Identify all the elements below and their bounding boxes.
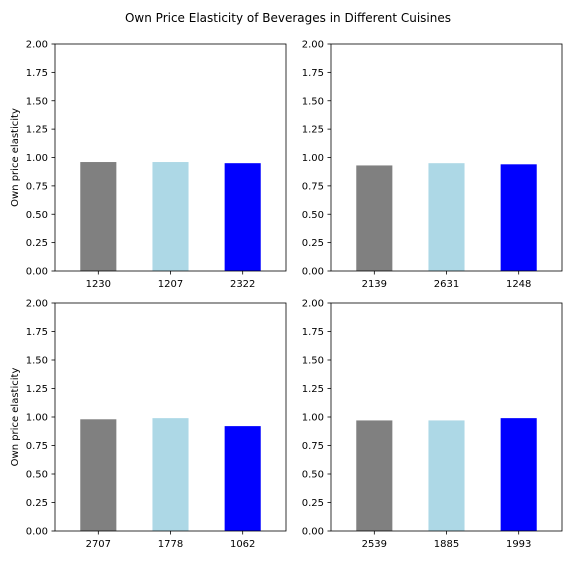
bar-1993 bbox=[500, 418, 537, 531]
y-tick-label: 0.50 bbox=[26, 210, 48, 221]
y-tick-label: 0.00 bbox=[26, 527, 48, 538]
y-tick-label: 0.50 bbox=[26, 470, 48, 481]
y-tick-label: 1.25 bbox=[302, 384, 324, 395]
y-tick-label: 1.25 bbox=[302, 125, 324, 136]
x-tick-label: 1062 bbox=[230, 539, 255, 550]
y-axis-label: Own price elasticity bbox=[10, 108, 21, 207]
y-tick-label: 0.75 bbox=[302, 181, 324, 192]
subplot-grid: 0.00 0.25 0.50 0.75 1.00 1.25 1.50 1.75 2.00 1230… bbox=[10, 40, 563, 550]
bar-2707 bbox=[80, 419, 117, 531]
bar-1207 bbox=[152, 162, 189, 271]
y-tick-label: 2.00 bbox=[302, 299, 324, 310]
bar-2631 bbox=[428, 163, 465, 271]
axes-frame bbox=[54, 43, 287, 272]
bar-2139 bbox=[356, 165, 393, 271]
y-tick-label: 2.00 bbox=[26, 299, 48, 310]
y-tick-label: 0.75 bbox=[26, 181, 48, 192]
y-tick-label: 0.50 bbox=[302, 470, 324, 481]
x-tick-label: 2139 bbox=[362, 279, 387, 290]
y-tick-label: 0.25 bbox=[302, 498, 324, 509]
bar-1062 bbox=[224, 426, 261, 531]
y-tick-label: 0.00 bbox=[26, 267, 48, 278]
y-tick-label: 1.00 bbox=[26, 413, 48, 424]
x-tick-label: 2539 bbox=[362, 539, 387, 550]
x-tick-label: 2631 bbox=[434, 279, 459, 290]
y-tick-label: 1.75 bbox=[26, 68, 48, 79]
axes-frame bbox=[54, 302, 287, 532]
bar-1885 bbox=[428, 420, 465, 531]
y-tick-label: 1.00 bbox=[302, 153, 324, 164]
bar-1230 bbox=[80, 162, 117, 271]
axes-frame bbox=[330, 43, 563, 272]
y-tick-label: 1.00 bbox=[302, 413, 324, 424]
y-tick-label: 0.25 bbox=[26, 238, 48, 249]
y-tick-label: 1.75 bbox=[26, 327, 48, 338]
y-tick-label: 0.50 bbox=[302, 210, 324, 221]
y-tick-label: 1.75 bbox=[302, 68, 324, 79]
y-tick-label: 1.50 bbox=[26, 96, 48, 107]
x-tick-label: 1993 bbox=[506, 539, 531, 550]
y-tick-label: 1.25 bbox=[26, 384, 48, 395]
y-tick-label: 0.00 bbox=[302, 527, 324, 538]
y-tick-label: 2.00 bbox=[26, 40, 48, 51]
x-tick-label: 2322 bbox=[230, 279, 255, 290]
y-tick-label: 1.00 bbox=[26, 153, 48, 164]
bar-2539 bbox=[356, 420, 393, 531]
axes-frame bbox=[330, 302, 563, 532]
figure-title: Own Price Elasticity of Beverages in Dif… bbox=[125, 11, 451, 25]
y-tick-label: 2.00 bbox=[302, 40, 324, 51]
bar-2322 bbox=[224, 163, 261, 271]
y-tick-label: 1.50 bbox=[302, 96, 324, 107]
x-tick-label: 1230 bbox=[86, 279, 111, 290]
subplot-1: 0.00 0.25 0.50 0.75 1.00 1.25 1.50 1.75 2.00 1230… bbox=[10, 40, 287, 290]
y-tick-label: 0.75 bbox=[26, 441, 48, 452]
y-tick-label: 1.50 bbox=[26, 356, 48, 367]
y-axis-label: Own price elasticity bbox=[10, 368, 21, 467]
y-tick-label: 1.75 bbox=[302, 327, 324, 338]
x-tick-label: 1885 bbox=[434, 539, 459, 550]
x-tick-label: 2707 bbox=[86, 539, 111, 550]
y-tick-label: 0.25 bbox=[302, 238, 324, 249]
y-tick-label: 1.50 bbox=[302, 356, 324, 367]
bar-1248 bbox=[500, 164, 537, 271]
subplot-4: 0.00 0.25 0.50 0.75 1.00 1.25 1.50 1.75 2.00 2539… bbox=[302, 299, 563, 550]
y-tick-label: 0.75 bbox=[302, 441, 324, 452]
y-tick-label: 0.25 bbox=[26, 498, 48, 509]
y-tick-label: 1.25 bbox=[26, 125, 48, 136]
x-tick-label: 1207 bbox=[158, 279, 183, 290]
bar-1778 bbox=[152, 418, 189, 531]
x-tick-label: 1248 bbox=[506, 279, 531, 290]
y-tick-label: 0.00 bbox=[302, 267, 324, 278]
x-tick-label: 1778 bbox=[158, 539, 183, 550]
subplot-2: 0.00 0.25 0.50 0.75 1.00 1.25 1.50 1.75 2.00 2139… bbox=[302, 40, 563, 290]
subplot-3: 0.00 0.25 0.50 0.75 1.00 1.25 1.50 1.75 2.00 2707… bbox=[10, 299, 287, 550]
